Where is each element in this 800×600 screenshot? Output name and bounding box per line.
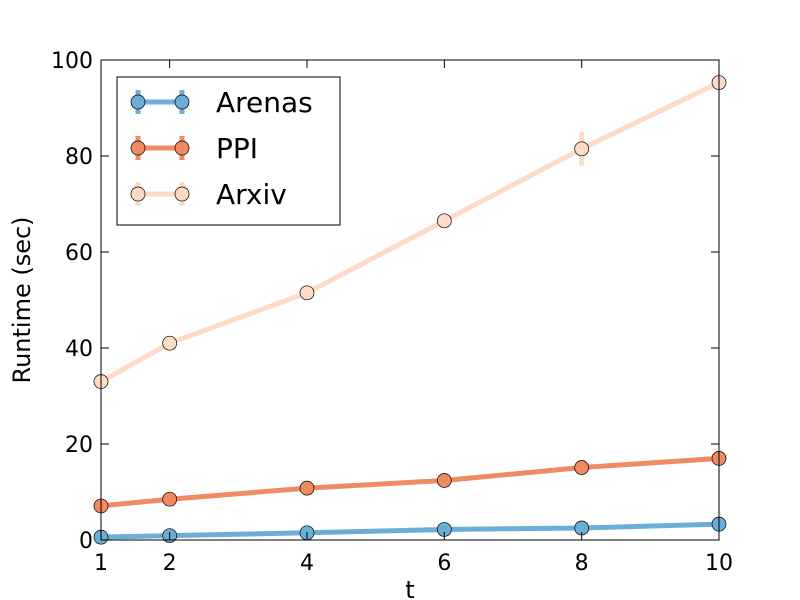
legend-label: PPI: [216, 132, 258, 165]
legend-label: Arxiv: [216, 178, 287, 211]
x-tick-label: 10: [705, 551, 733, 576]
x-axis-label: t: [405, 576, 414, 600]
y-tick-label: 20: [65, 433, 93, 458]
x-tick-label: 2: [163, 551, 177, 576]
data-point: [436, 213, 452, 229]
legend-marker: [130, 186, 146, 202]
y-tick-label: 0: [79, 529, 93, 554]
data-point: [436, 473, 452, 488]
legend-marker: [130, 94, 146, 110]
y-tick-label: 80: [65, 145, 93, 170]
legend-label: Arenas: [216, 86, 313, 119]
legend-item-arenas: Arenas: [130, 86, 313, 119]
y-tick-label: 60: [65, 241, 93, 266]
data-point: [162, 491, 178, 507]
series-line: [100, 455, 720, 509]
x-tick-label: 4: [300, 551, 314, 576]
x-tick-label: 8: [575, 551, 589, 576]
data-point: [162, 335, 178, 351]
legend-marker: [130, 140, 146, 156]
legend-marker: [174, 186, 190, 202]
series-line: [100, 521, 720, 540]
legend-marker: [174, 140, 190, 156]
legend: Arenas PPI Arxiv: [116, 76, 341, 226]
legend-item-ppi: PPI: [130, 132, 258, 165]
legend-item-arxiv: Arxiv: [130, 178, 287, 211]
data-point: [574, 141, 590, 157]
x-tick-label: 1: [94, 551, 108, 576]
y-axis-label: Runtime (sec): [8, 216, 36, 383]
data-point: [299, 285, 315, 301]
y-tick-label: 100: [51, 49, 93, 74]
x-tick-label: 6: [437, 551, 451, 576]
plot-frame: [100, 59, 720, 541]
data-point: [299, 480, 315, 496]
y-tick-label: 40: [65, 337, 93, 362]
data-point: [574, 460, 590, 475]
legend-marker: [174, 94, 190, 110]
series-line: [99, 80, 721, 384]
